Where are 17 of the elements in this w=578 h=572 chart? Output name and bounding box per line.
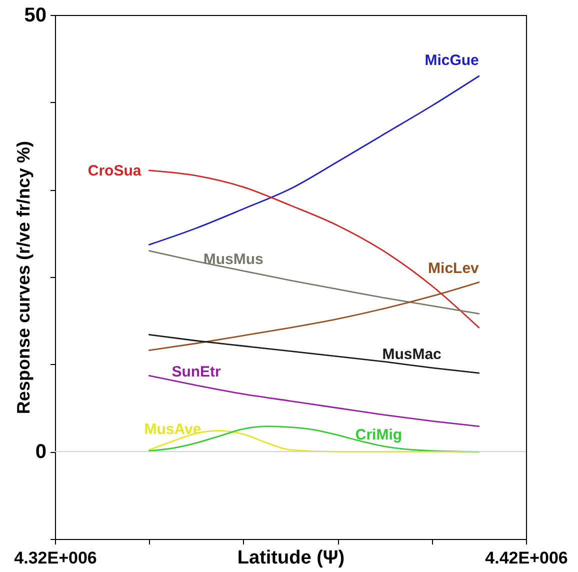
series-label: MusMus — [203, 250, 264, 268]
series-label: MusAve — [144, 421, 202, 438]
series-label: MicGue — [424, 52, 479, 70]
y-axis-title: Response curves (r/ve fr/ncy %) — [14, 140, 34, 414]
series-label: MusMac — [382, 346, 442, 363]
line-series — [148, 250, 480, 314]
line-series — [148, 75, 480, 246]
series-label: MicLev — [428, 260, 480, 278]
series-label: SunEtr — [172, 363, 222, 380]
y-tick-label: 0 — [35, 441, 46, 464]
line-series — [148, 170, 480, 328]
x-tick-label: 4.42E+006 — [485, 548, 568, 568]
x-axis-title: Latitude (Ψ) — [237, 548, 345, 568]
series-label: CriMig — [355, 426, 402, 444]
x-tick-label: 4.32E+006 — [14, 548, 97, 568]
series-label: CroSua — [88, 162, 142, 180]
y-tick-label: 50 — [24, 4, 46, 26]
